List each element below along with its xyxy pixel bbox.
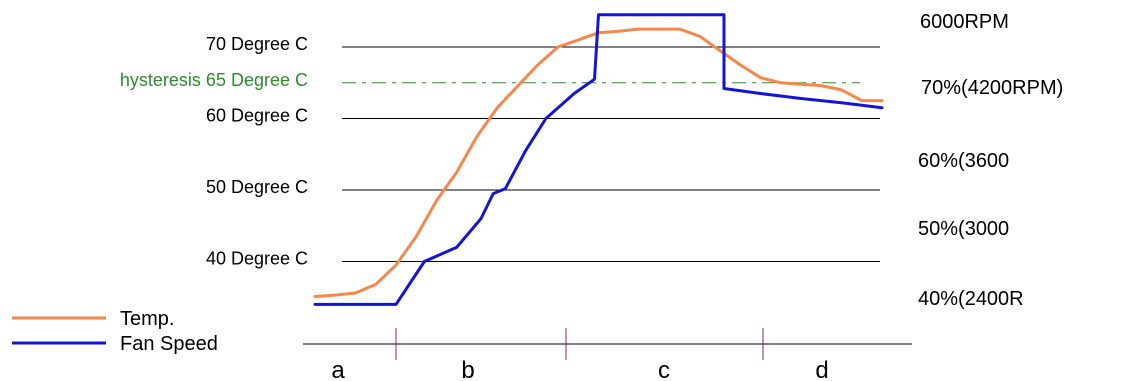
phase-label-d: d — [815, 357, 828, 381]
series-layer — [313, 13, 884, 306]
phase-label-b: b — [461, 357, 474, 381]
phase-label-c: c — [658, 357, 670, 381]
hysteresis-label: hysteresis 65 Degree C — [120, 70, 308, 90]
fan-speed-label: 70%(4200RPM) — [921, 77, 1063, 99]
legend-label: Temp. — [120, 308, 174, 330]
fan-speed-label: 50%(3000 — [918, 218, 1009, 240]
series-line-temp — [313, 27, 884, 298]
temp-level-label: 70 Degree C — [206, 34, 308, 54]
phase-label-a: a — [331, 357, 345, 381]
fan-speed-label: 60%(3600 — [918, 150, 1009, 172]
fan-speed-label: 6000RPM — [920, 11, 1009, 33]
temp-level-label: 50 Degree C — [206, 177, 308, 197]
series-line-fan-speed — [313, 13, 884, 306]
temp-level-label: 60 Degree C — [206, 106, 308, 126]
grid-layer — [342, 46, 880, 262]
phase-axis: a b c d — [303, 328, 912, 381]
fan-speed-label: 40%(2400R — [918, 288, 1024, 310]
label-layer: 70 Degree C 60 Degree C 50 Degree C 40 Degr… — [120, 11, 1063, 310]
legend-label: Fan Speed — [120, 333, 218, 355]
temp-level-label: 40 Degree C — [206, 249, 308, 269]
legend: Temp. Fan Speed — [12, 308, 218, 355]
